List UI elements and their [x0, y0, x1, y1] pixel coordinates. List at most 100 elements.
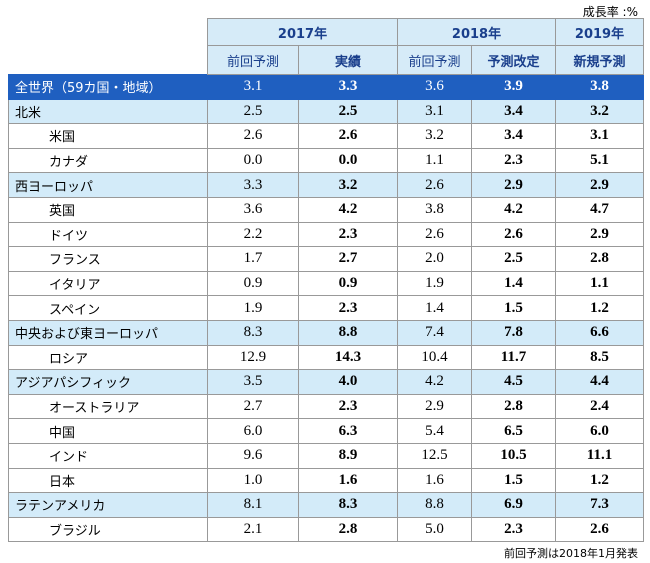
- cell: 3.3: [207, 172, 299, 198]
- cell: 3.6: [397, 74, 472, 100]
- cell: 1.0: [207, 467, 299, 494]
- cell: 5.1: [555, 147, 644, 174]
- cell: 9.6: [207, 442, 299, 469]
- growth-table: 2017年 2018年 2019年 前回予測 実績 前回予測 予測改定 新規予測 全世界（59カ…: [8, 18, 644, 543]
- cell: 8.3: [207, 319, 299, 346]
- table-row: 全世界（59カ国・地域） 3.1 3.3 3.6 3.9 3.8: [8, 74, 644, 100]
- row-label: 全世界（59カ国・地域）: [8, 74, 208, 100]
- table-row: ブラジル 2.1 2.8 5.0 2.3 2.6: [8, 516, 644, 543]
- table-row: スペイン 1.9 2.3 1.4 1.5 1.2: [8, 295, 644, 321]
- row-label: 西ヨーロッパ: [8, 172, 208, 198]
- cell: 3.4: [471, 98, 556, 125]
- cell: 1.2: [555, 467, 644, 494]
- row-label: ラテンアメリカ: [8, 492, 208, 518]
- table-row: ロシア 12.9 14.3 10.4 11.7 8.5: [8, 344, 644, 371]
- sub-header: 前回予測: [397, 45, 472, 75]
- cell: 6.9: [471, 492, 556, 518]
- table-row: 英国 3.6 4.2 3.8 4.2 4.7: [8, 196, 644, 223]
- sub-header: 予測改定: [471, 45, 556, 75]
- cell: 3.8: [555, 74, 644, 100]
- cell: 2.6: [555, 516, 644, 543]
- cell: 4.2: [397, 369, 472, 395]
- cell: 14.3: [298, 344, 398, 371]
- cell: 3.6: [207, 196, 299, 223]
- cell: 2.9: [555, 221, 644, 248]
- cell: 10.5: [471, 442, 556, 469]
- row-label: 英国: [8, 196, 208, 223]
- table-row: 中国 6.0 6.3 5.4 6.5 6.0: [8, 418, 644, 444]
- cell: 2.5: [207, 98, 299, 125]
- cell: 4.0: [298, 369, 398, 395]
- sub-header: 前回予測: [207, 45, 299, 75]
- cell: 2.5: [471, 246, 556, 272]
- cell: 4.4: [555, 369, 644, 395]
- cell: 2.8: [555, 246, 644, 272]
- cell: 6.3: [298, 418, 398, 444]
- table-row: ドイツ 2.2 2.3 2.6 2.6 2.9: [8, 221, 644, 248]
- row-label: ドイツ: [8, 221, 208, 248]
- cell: 3.2: [298, 172, 398, 198]
- cell: 1.9: [207, 295, 299, 321]
- row-label: 北米: [8, 98, 208, 125]
- year-header: 2017年: [207, 18, 398, 46]
- table-row: インド 9.6 8.9 12.5 10.5 11.1: [8, 442, 644, 469]
- cell: 1.6: [298, 467, 398, 494]
- cell: 2.9: [397, 393, 472, 420]
- cell: 2.3: [298, 295, 398, 321]
- cell: 2.9: [471, 172, 556, 198]
- row-label: スペイン: [8, 295, 208, 321]
- cell: 2.7: [207, 393, 299, 420]
- table-row: オーストラリア 2.7 2.3 2.9 2.8 2.4: [8, 393, 644, 420]
- cell: 3.1: [397, 98, 472, 125]
- row-label: ブラジル: [8, 516, 208, 543]
- cell: 3.5: [207, 369, 299, 395]
- row-label: 日本: [8, 467, 208, 494]
- cell: 1.6: [397, 467, 472, 494]
- cell: 4.2: [471, 196, 556, 223]
- cell: 2.8: [471, 393, 556, 420]
- cell: 3.4: [471, 123, 556, 149]
- cell: 4.2: [298, 196, 398, 223]
- row-label: アジアパシフィック: [8, 369, 208, 395]
- cell: 1.1: [397, 147, 472, 174]
- row-label: ロシア: [8, 344, 208, 371]
- cell: 0.0: [207, 147, 299, 174]
- cell: 8.8: [397, 492, 472, 518]
- cell: 11.7: [471, 344, 556, 371]
- cell: 1.5: [471, 295, 556, 321]
- cell: 10.4: [397, 344, 472, 371]
- cell: 2.9: [555, 172, 644, 198]
- header-row: 2017年 2018年 2019年: [8, 18, 644, 75]
- cell: 2.2: [207, 221, 299, 248]
- cell: 1.7: [207, 246, 299, 272]
- cell: 7.3: [555, 492, 644, 518]
- table-row: 米国 2.6 2.6 3.2 3.4 3.1: [8, 123, 644, 149]
- cell: 3.2: [397, 123, 472, 149]
- cell: 12.5: [397, 442, 472, 469]
- cell: 3.8: [397, 196, 472, 223]
- table-row: カナダ 0.0 0.0 1.1 2.3 5.1: [8, 147, 644, 174]
- cell: 2.3: [471, 147, 556, 174]
- cell: 0.9: [298, 270, 398, 297]
- cell: 2.6: [207, 123, 299, 149]
- cell: 8.8: [298, 319, 398, 346]
- cell: 2.5: [298, 98, 398, 125]
- year-header: 2019年: [555, 18, 644, 46]
- cell: 7.8: [471, 319, 556, 346]
- cell: 2.3: [298, 221, 398, 248]
- header-row: 前回予測 実績 前回予測 予測改定 新規予測: [9, 45, 644, 75]
- sub-header: 新規予測: [555, 45, 644, 75]
- cell: 3.3: [298, 74, 398, 100]
- cell: 1.9: [397, 270, 472, 297]
- row-label: イタリア: [8, 270, 208, 297]
- cell: 6.0: [207, 418, 299, 444]
- table-row: ラテンアメリカ 8.1 8.3 8.8 6.9 7.3: [8, 492, 644, 518]
- cell: 6.0: [555, 418, 644, 444]
- cell: 2.6: [397, 221, 472, 248]
- cell: 8.5: [555, 344, 644, 371]
- cell: 3.1: [207, 74, 299, 100]
- cell: 1.4: [397, 295, 472, 321]
- row-label: 中央および東ヨーロッパ: [8, 319, 208, 346]
- cell: 6.5: [471, 418, 556, 444]
